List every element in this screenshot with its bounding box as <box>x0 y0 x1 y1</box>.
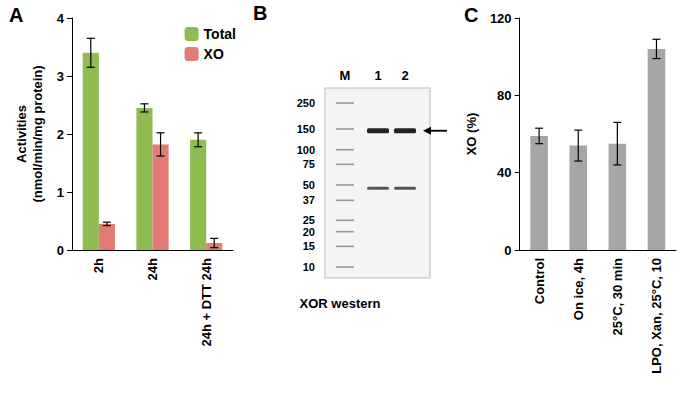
svg-text:A: A <box>9 4 23 26</box>
svg-text:20: 20 <box>303 226 315 238</box>
svg-text:0: 0 <box>504 243 511 258</box>
svg-text:250: 250 <box>297 97 315 109</box>
svg-text:4: 4 <box>57 11 65 26</box>
svg-text:2h: 2h <box>91 258 106 273</box>
svg-text:24h + DTT 24h: 24h + DTT 24h <box>199 258 214 347</box>
svg-text:150: 150 <box>297 123 315 135</box>
svg-text:XOR western: XOR western <box>300 296 381 311</box>
svg-text:50: 50 <box>303 179 315 191</box>
svg-text:M: M <box>340 68 351 83</box>
svg-text:2: 2 <box>57 127 64 142</box>
svg-text:XO (%): XO (%) <box>464 113 479 156</box>
svg-text:1: 1 <box>374 68 381 83</box>
svg-text:40: 40 <box>497 165 511 180</box>
svg-text:80: 80 <box>497 88 511 103</box>
svg-text:Activities: Activities <box>14 105 29 163</box>
svg-text:Control: Control <box>532 258 547 304</box>
svg-text:75: 75 <box>303 158 315 170</box>
svg-text:XO: XO <box>204 46 224 62</box>
svg-text:15: 15 <box>303 240 315 252</box>
svg-text:Total: Total <box>204 26 236 42</box>
svg-text:25°C, 30 min: 25°C, 30 min <box>610 258 625 336</box>
svg-text:(nmol/min/mg protein): (nmol/min/mg protein) <box>30 65 45 202</box>
svg-text:10: 10 <box>303 261 315 273</box>
svg-text:120: 120 <box>490 11 512 26</box>
svg-text:On ice, 4h: On ice, 4h <box>571 258 586 320</box>
svg-text:LPO, Xan, 25°C, 10: LPO, Xan, 25°C, 10 <box>649 258 664 374</box>
svg-text:25: 25 <box>303 214 315 226</box>
svg-text:1: 1 <box>57 185 64 200</box>
svg-text:2: 2 <box>401 68 408 83</box>
svg-text:3: 3 <box>57 69 64 84</box>
svg-text:0: 0 <box>57 243 64 258</box>
svg-text:100: 100 <box>297 144 315 156</box>
svg-text:C: C <box>464 4 478 26</box>
svg-text:24h: 24h <box>145 258 160 280</box>
svg-text:37: 37 <box>303 194 315 206</box>
svg-text:B: B <box>253 2 267 24</box>
